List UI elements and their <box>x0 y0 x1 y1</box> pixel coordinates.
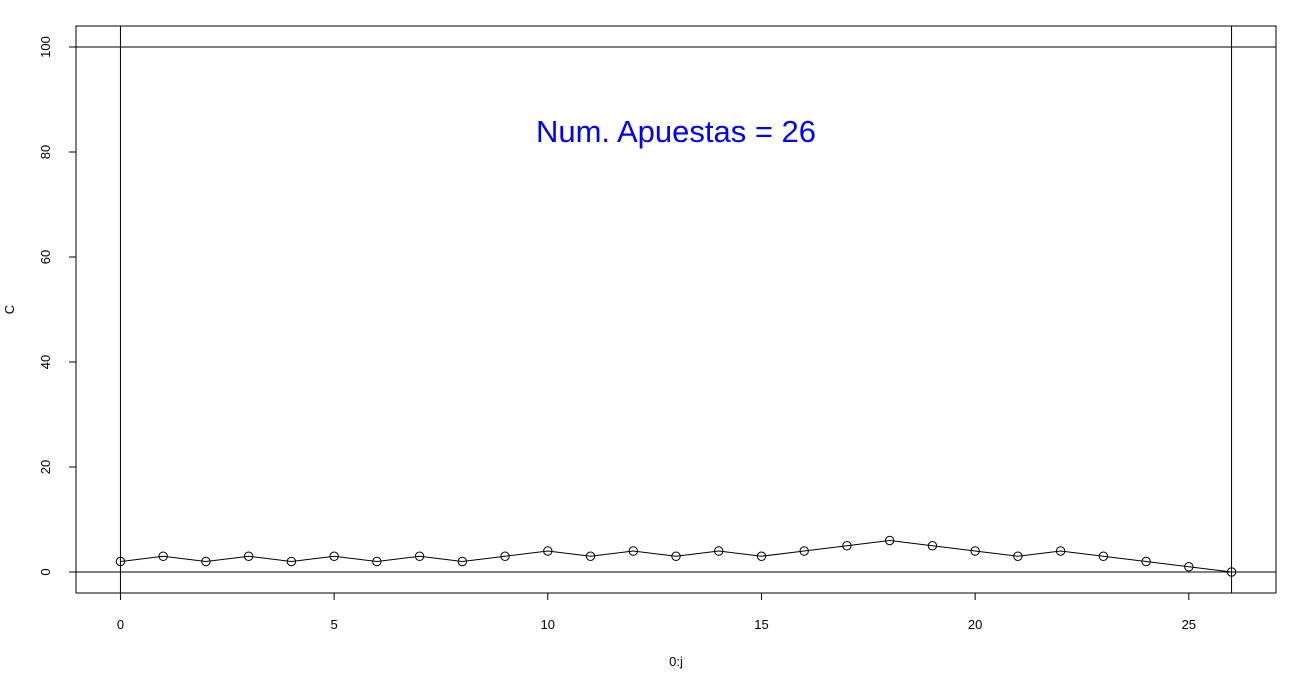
data-point <box>671 551 681 561</box>
data-point <box>414 551 425 561</box>
y-tick-label: 60 <box>38 250 53 264</box>
data-point <box>543 546 553 556</box>
data-point <box>714 546 724 556</box>
y-tick-label: 40 <box>38 355 53 369</box>
data-point <box>1055 546 1066 556</box>
data-point <box>243 551 254 561</box>
data-point <box>799 546 809 556</box>
data-point <box>329 551 339 561</box>
y-tick-label: 80 <box>38 145 53 159</box>
plot-frame <box>75 25 1277 594</box>
data-point <box>842 541 852 551</box>
data-point <box>1184 562 1194 572</box>
data-point <box>115 556 126 567</box>
data-point <box>756 551 767 561</box>
series-layer <box>115 535 1237 577</box>
x-tick-label: 25 <box>1182 617 1196 632</box>
x-tick-label: 10 <box>541 617 555 632</box>
y-axis-label: C <box>2 305 17 314</box>
data-point <box>1098 551 1109 561</box>
bet-count-annotation: Num. Apuestas = 26 <box>536 114 816 149</box>
x-tick-label: 15 <box>754 617 768 632</box>
data-point <box>457 556 468 567</box>
data-point <box>884 535 895 546</box>
x-axis: 0 5 10 15 20 25 <box>117 592 1196 632</box>
data-point <box>372 556 382 567</box>
data-point <box>927 541 938 551</box>
y-tick-label: 0 <box>38 568 53 575</box>
x-tick-label: 20 <box>968 617 982 632</box>
series-line <box>120 539 1232 573</box>
reference-lines <box>76 26 1276 593</box>
data-point <box>585 551 596 561</box>
data-point <box>1013 551 1023 561</box>
y-axis: 0 20 40 60 80 100 <box>38 36 77 576</box>
data-point <box>970 546 980 556</box>
x-tick-label: 5 <box>331 617 338 632</box>
data-point <box>286 556 297 567</box>
y-tick-label: 100 <box>38 36 53 58</box>
x-tick-label: 0 <box>117 617 124 632</box>
data-point <box>1141 556 1151 567</box>
x-axis-label: 0:j <box>669 654 683 669</box>
y-tick-label: 20 <box>38 460 53 474</box>
data-point <box>201 556 211 567</box>
data-point <box>500 551 510 561</box>
data-point <box>158 551 168 561</box>
data-point <box>628 546 638 556</box>
data-point <box>1226 567 1237 577</box>
